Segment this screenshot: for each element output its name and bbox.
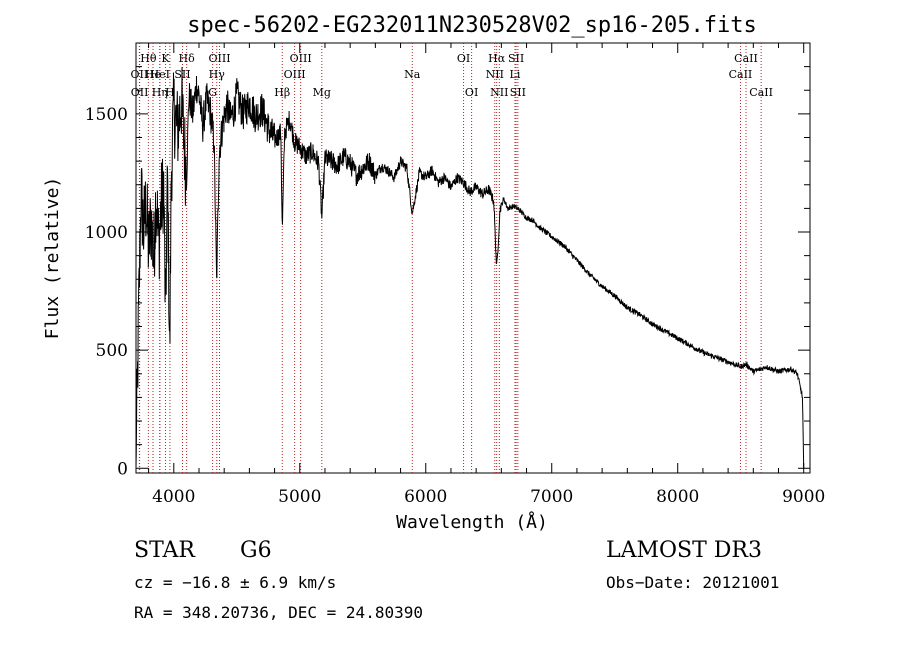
emission-line-label: Li — [510, 68, 521, 81]
y-tick-label: 500 — [96, 341, 128, 361]
y-tick-label: 0 — [117, 459, 128, 479]
emission-line-label: Hγ — [209, 68, 226, 81]
y-tick-label: 1500 — [85, 105, 128, 125]
y-axis-label: Flux (relative) — [42, 177, 63, 340]
emission-line-label: OI — [457, 52, 470, 65]
axis-tick-labels: 4000 5000 6000 7000 8000 9000 0 500 1000 1500 — [85, 105, 826, 507]
emission-line-label: CaII — [734, 52, 758, 65]
emission-line-label: CaII — [749, 86, 773, 99]
emission-line-label: G — [208, 86, 217, 99]
y-tick-label: 1000 — [85, 223, 128, 243]
emission-line-label: K — [161, 52, 170, 65]
emission-line-label: OII — [131, 68, 149, 81]
emission-line-label: OIII — [290, 52, 312, 65]
emission-line-label: NII — [486, 68, 504, 81]
x-tick-label: 8000 — [656, 487, 699, 507]
x-tick-label: 7000 — [530, 487, 573, 507]
survey-name: LAMOST DR3 — [606, 538, 762, 563]
emission-line-label: SII — [508, 52, 524, 65]
x-tick-label: 5000 — [278, 487, 321, 507]
coordinates: RA = 348.20736, DEC = 24.80390 — [134, 603, 423, 622]
observation-date: Obs−Date: 20121001 — [606, 573, 780, 592]
emission-line-label: Mg — [313, 86, 331, 99]
emission-line-label: Na — [404, 68, 421, 81]
plot-frame — [135, 42, 811, 474]
emission-line-label: HeI — [150, 68, 170, 81]
flux-series-line — [135, 67, 805, 469]
object-subclass: G6 — [240, 538, 272, 563]
emission-line-label: Hα — [488, 52, 506, 65]
chart-title: spec-56202-EG232011N230528V02_sp16-205.f… — [187, 13, 757, 38]
redshift-velocity: cz = −16.8 ± 6.9 km/s — [134, 573, 337, 592]
emission-line-label: OIII — [284, 68, 306, 81]
emission-line-label: OII — [131, 86, 149, 99]
emission-line-label: OI — [465, 86, 478, 99]
x-tick-label: 6000 — [404, 487, 447, 507]
emission-line-label: He — [145, 68, 161, 81]
object-type: STAR — [134, 538, 195, 563]
emission-line-label: SII — [510, 86, 526, 99]
x-tick-label: 9000 — [782, 487, 825, 507]
emission-line-label: Hβ — [274, 86, 290, 99]
emission-line-label: H — [165, 86, 175, 99]
spectrum-plot: spec-56202-EG232011N230528V02_sp16-205.f… — [42, 13, 826, 533]
axis-ticks — [136, 43, 810, 473]
x-tick-label: 4000 — [152, 487, 195, 507]
emission-line-label: Hη — [152, 86, 168, 99]
emission-line-label: CaII — [729, 68, 753, 81]
emission-line-label: NII — [490, 86, 508, 99]
emission-line-label: Hθ — [140, 52, 157, 65]
x-axis-label: Wavelength (Å) — [396, 511, 548, 533]
emission-line-label: Hδ — [179, 52, 196, 65]
emission-line-label: OIII — [208, 52, 230, 65]
emission-line-labels: OII OII Hθ He Hη HeI K SII H Hδ OIII Hγ G Hβ OIII OIII M… — [131, 52, 773, 99]
